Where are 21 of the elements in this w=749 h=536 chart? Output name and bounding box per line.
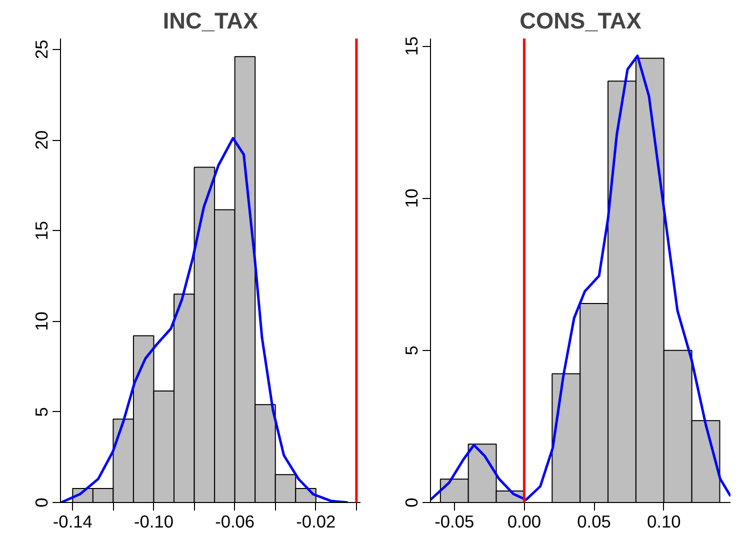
x-tick-label: -0.05: [434, 512, 474, 532]
y-tick-label: 25: [32, 40, 52, 60]
chart-title: CONS_TAX: [520, 8, 642, 34]
y-tick-label: 10: [32, 312, 52, 331]
x-tick-label: -0.06: [215, 512, 255, 532]
y-tick-label: 0: [402, 498, 422, 508]
y-tick-label: 0: [32, 498, 52, 508]
x-tick-label: 0.10: [647, 512, 681, 532]
y-tick-label: 15: [32, 220, 52, 240]
x-tick-label: -0.02: [296, 512, 336, 532]
x-tick-label: -0.10: [134, 512, 174, 532]
y-tick-label: 15: [402, 36, 422, 56]
chart-title: INC_TAX: [162, 8, 258, 34]
y-tick-label: 10: [402, 188, 422, 208]
y-tick-label: 20: [32, 130, 52, 150]
x-tick-label: 0.05: [577, 512, 611, 532]
x-tick-label: -0.14: [52, 512, 93, 532]
y-tick-label: 5: [402, 346, 422, 356]
x-tick-label: 0.00: [507, 512, 542, 532]
y-tick-label: 5: [32, 407, 52, 417]
line-series: [60, 136, 349, 502]
